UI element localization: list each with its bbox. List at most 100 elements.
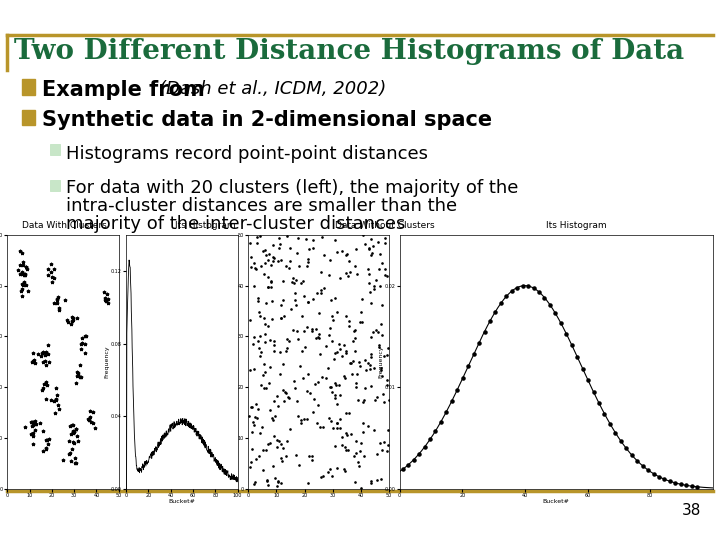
Point <box>364 279 375 288</box>
Point <box>366 350 377 359</box>
Point <box>71 314 83 323</box>
Point <box>248 333 259 342</box>
Point <box>313 309 325 318</box>
Point <box>48 299 60 307</box>
Point <box>258 269 270 278</box>
Point <box>295 418 307 427</box>
Bar <box>50 180 60 191</box>
Point <box>302 478 314 487</box>
Point <box>307 244 319 253</box>
Point <box>371 393 382 401</box>
Point <box>336 433 348 441</box>
Point <box>691 482 703 491</box>
Point <box>659 475 670 483</box>
Point <box>544 300 556 309</box>
Point <box>286 278 297 287</box>
Point <box>246 428 258 437</box>
Point <box>267 257 279 266</box>
Point <box>365 477 377 485</box>
Point <box>315 268 327 276</box>
Point <box>266 415 278 424</box>
Point <box>670 478 681 487</box>
Point <box>282 392 294 401</box>
Point <box>81 332 92 340</box>
Point <box>328 424 339 433</box>
Point <box>70 424 81 433</box>
Point <box>251 454 262 463</box>
Point <box>368 281 379 290</box>
Point <box>593 399 605 408</box>
Point <box>68 438 79 447</box>
Point <box>12 266 23 274</box>
Point <box>680 481 692 490</box>
Text: Synthetic data in 2-dimensional space: Synthetic data in 2-dimensional space <box>42 110 492 130</box>
Point <box>251 399 262 408</box>
Point <box>369 396 381 404</box>
Point <box>252 404 264 413</box>
Point <box>253 451 265 460</box>
Text: Example from: Example from <box>42 80 212 100</box>
Point <box>41 381 53 389</box>
Point <box>40 443 52 452</box>
Point <box>42 341 53 349</box>
Point <box>368 284 379 293</box>
Point <box>66 313 77 321</box>
Point <box>19 270 31 279</box>
Point <box>75 361 86 369</box>
Point <box>27 418 38 427</box>
Point <box>67 427 78 435</box>
Point <box>66 316 78 325</box>
Text: intra-cluster distances are smaller than the: intra-cluster distances are smaller than… <box>66 197 457 215</box>
Point <box>48 273 60 282</box>
Point <box>332 419 343 428</box>
Point <box>50 383 62 392</box>
Point <box>310 325 322 334</box>
Point <box>258 465 269 474</box>
Point <box>318 284 330 292</box>
Point <box>371 275 382 284</box>
Point <box>355 308 366 316</box>
Point <box>37 357 49 366</box>
Point <box>302 322 313 331</box>
Point <box>372 476 383 484</box>
Point <box>70 424 81 433</box>
Point <box>75 373 86 382</box>
Point <box>549 309 561 318</box>
Point <box>374 282 386 291</box>
Point <box>364 364 376 373</box>
Point <box>306 456 318 464</box>
Point <box>35 352 47 361</box>
Point <box>292 396 303 405</box>
Point <box>362 264 374 273</box>
Point <box>271 482 283 490</box>
Point <box>344 267 356 276</box>
Point <box>364 270 375 279</box>
Point <box>368 426 379 435</box>
Point <box>248 420 259 429</box>
Point <box>22 286 33 295</box>
Point <box>40 347 52 356</box>
Point <box>376 446 387 455</box>
Point <box>287 326 299 334</box>
Point <box>245 463 256 471</box>
Point <box>582 376 594 384</box>
Point <box>271 443 282 451</box>
Point <box>686 482 698 490</box>
Point <box>354 362 366 371</box>
Point <box>276 456 288 465</box>
Point <box>284 257 295 266</box>
Point <box>318 471 329 480</box>
Point <box>354 447 366 455</box>
Point <box>252 296 264 305</box>
Point <box>17 261 28 270</box>
Point <box>27 429 38 438</box>
Point <box>260 299 271 307</box>
Point <box>642 465 654 474</box>
Point <box>262 440 274 448</box>
Point <box>43 357 55 366</box>
Point <box>63 450 75 458</box>
Point <box>18 269 30 278</box>
Point <box>377 330 388 339</box>
Point <box>257 446 269 454</box>
Point <box>379 239 391 247</box>
